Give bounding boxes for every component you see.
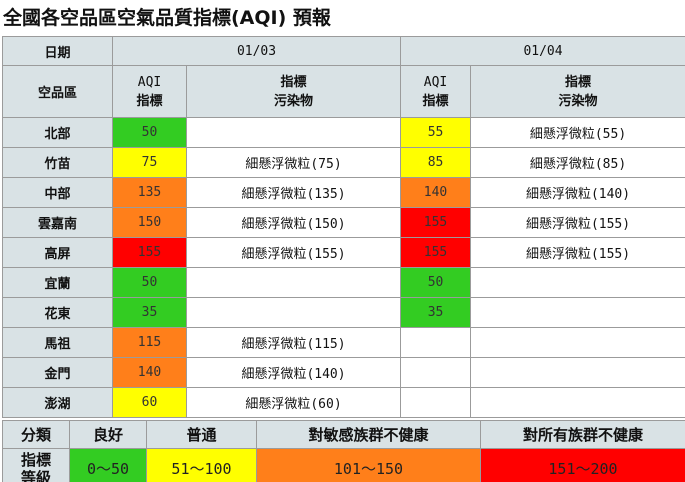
pollutant-header-day-2: 指標 污染物 <box>470 65 685 118</box>
date-day-2: 01/04 <box>400 36 685 66</box>
column-header-row: 空品區 AQI 指標 指標 污染物 AQI 指標 指標 污染物 <box>2 65 685 118</box>
pollutant-day-1 <box>185 267 402 298</box>
aqi-value-day-1: 50 <box>112 267 187 298</box>
region-name: 宜蘭 <box>2 267 113 298</box>
pollutant-header-subtext: 污染物 <box>274 93 314 109</box>
table-row: 澎湖 60 細懸浮微粒(60) <box>2 387 685 418</box>
legend-index-label-line-2: 等級 <box>20 468 51 482</box>
table-row: 竹苗 75 細懸浮微粒(75) 85 細懸浮微粒(85) <box>2 147 685 178</box>
table-row: 高屏 155 細懸浮微粒(155) 155 細懸浮微粒(155) <box>2 237 685 268</box>
aqi-value-day-1: 115 <box>112 327 187 358</box>
aqi-header-day-2: AQI 指標 <box>400 65 472 118</box>
region-name: 竹苗 <box>2 147 113 178</box>
legend-range-unhealthy: 151～200 <box>480 448 685 482</box>
aqi-header-day-1: AQI 指標 <box>112 65 187 118</box>
aqi-header-subtext: 指標 <box>136 93 163 109</box>
pollutant-day-2 <box>470 327 685 358</box>
legend-index-label-line-1: 指標 <box>20 450 51 469</box>
region-name: 花東 <box>2 297 113 328</box>
aqi-value-day-1: 60 <box>112 387 187 418</box>
aqi-forecast-table: 日期 01/03 01/04 空品區 AQI 指標 指標 污染物 AQI 指標 … <box>2 36 685 418</box>
table-row: 馬祖 115 細懸浮微粒(115) <box>2 327 685 358</box>
aqi-value-day-2 <box>400 357 472 388</box>
pollutant-day-1: 細懸浮微粒(150) <box>185 207 402 238</box>
aqi-value-day-2: 140 <box>400 177 472 208</box>
legend-category-label: 分類 <box>2 420 70 449</box>
aqi-value-day-1: 135 <box>112 177 187 208</box>
region-name: 澎湖 <box>2 387 113 418</box>
page-title: 全國各空品區空氣品質指標(AQI) 預報 <box>3 7 331 29</box>
legend-level-name-sensitive: 對敏感族群不健康 <box>256 420 481 449</box>
pollutant-day-2: 細懸浮微粒(140) <box>470 177 685 208</box>
legend-range-good: 0～50 <box>69 448 147 482</box>
aqi-value-day-2: 35 <box>400 297 472 328</box>
pollutant-day-2: 細懸浮微粒(155) <box>470 237 685 268</box>
pollutant-day-1: 細懸浮微粒(155) <box>185 237 402 268</box>
pollutant-day-1: 細懸浮微粒(75) <box>185 147 402 178</box>
aqi-value-day-2 <box>400 387 472 418</box>
date-header-row: 日期 01/03 01/04 <box>2 36 685 66</box>
table-row: 金門 140 細懸浮微粒(140) <box>2 357 685 388</box>
pollutant-day-1: 細懸浮微粒(140) <box>185 357 402 388</box>
region-name: 馬祖 <box>2 327 113 358</box>
pollutant-day-2 <box>470 267 685 298</box>
legend-index-label: 指標 等級 <box>2 448 70 482</box>
aqi-value-day-1: 155 <box>112 237 187 268</box>
region-name: 北部 <box>2 117 113 148</box>
region-label: 空品區 <box>2 65 113 118</box>
aqi-legend-table: 分類 良好 普通 對敏感族群不健康 對所有族群不健康 指標 等級 0～50 51… <box>2 420 685 482</box>
legend-range-moderate: 51～100 <box>146 448 257 482</box>
aqi-value-day-2: 85 <box>400 147 472 178</box>
aqi-value-day-2 <box>400 327 472 358</box>
pollutant-day-2: 細懸浮微粒(55) <box>470 117 685 148</box>
table-row: 雲嘉南 150 細懸浮微粒(150) 155 細懸浮微粒(155) <box>2 207 685 238</box>
pollutant-day-2 <box>470 297 685 328</box>
pollutant-day-1 <box>185 297 402 328</box>
aqi-value-day-2: 155 <box>400 237 472 268</box>
aqi-value-day-2: 50 <box>400 267 472 298</box>
legend-level-name-unhealthy: 對所有族群不健康 <box>480 420 685 449</box>
pollutant-header-text: 指標 <box>280 74 307 90</box>
region-name: 高屏 <box>2 237 113 268</box>
pollutant-day-2: 細懸浮微粒(85) <box>470 147 685 178</box>
legend-category-row: 分類 良好 普通 對敏感族群不健康 對所有族群不健康 <box>2 420 685 449</box>
pollutant-day-2 <box>470 357 685 388</box>
legend-level-name-good: 良好 <box>69 420 147 449</box>
pollutant-day-1: 細懸浮微粒(115) <box>185 327 402 358</box>
aqi-value-day-2: 155 <box>400 207 472 238</box>
table-row: 北部 50 55 細懸浮微粒(55) <box>2 117 685 148</box>
region-name: 雲嘉南 <box>2 207 113 238</box>
pollutant-header-day-1: 指標 污染物 <box>185 65 402 118</box>
pollutant-header-subtext: 污染物 <box>558 93 598 109</box>
aqi-value-day-1: 140 <box>112 357 187 388</box>
table-row: 中部 135 細懸浮微粒(135) 140 細懸浮微粒(140) <box>2 177 685 208</box>
pollutant-day-1 <box>185 117 402 148</box>
region-name: 金門 <box>2 357 113 388</box>
aqi-header-text: AQI <box>423 74 448 90</box>
region-name: 中部 <box>2 177 113 208</box>
aqi-value-day-2: 55 <box>400 117 472 148</box>
table-row: 宜蘭 50 50 <box>2 267 685 298</box>
pollutant-day-1: 細懸浮微粒(135) <box>185 177 402 208</box>
aqi-value-day-1: 150 <box>112 207 187 238</box>
aqi-header-subtext: 指標 <box>422 93 449 109</box>
legend-range-sensitive: 101～150 <box>256 448 481 482</box>
aqi-value-day-1: 35 <box>112 297 187 328</box>
pollutant-day-2 <box>470 387 685 418</box>
date-label: 日期 <box>2 36 113 66</box>
legend-level-name-moderate: 普通 <box>146 420 257 449</box>
table-row: 花東 35 35 <box>2 297 685 328</box>
date-day-1: 01/03 <box>111 36 402 66</box>
pollutant-day-2: 細懸浮微粒(155) <box>470 207 685 238</box>
aqi-value-day-1: 75 <box>112 147 187 178</box>
aqi-header-text: AQI <box>137 74 162 90</box>
aqi-value-day-1: 50 <box>112 117 187 148</box>
legend-range-row: 指標 等級 0～50 51～100 101～150 151～200 <box>2 448 685 482</box>
pollutant-day-1: 細懸浮微粒(60) <box>185 387 402 418</box>
pollutant-header-text: 指標 <box>565 74 592 90</box>
